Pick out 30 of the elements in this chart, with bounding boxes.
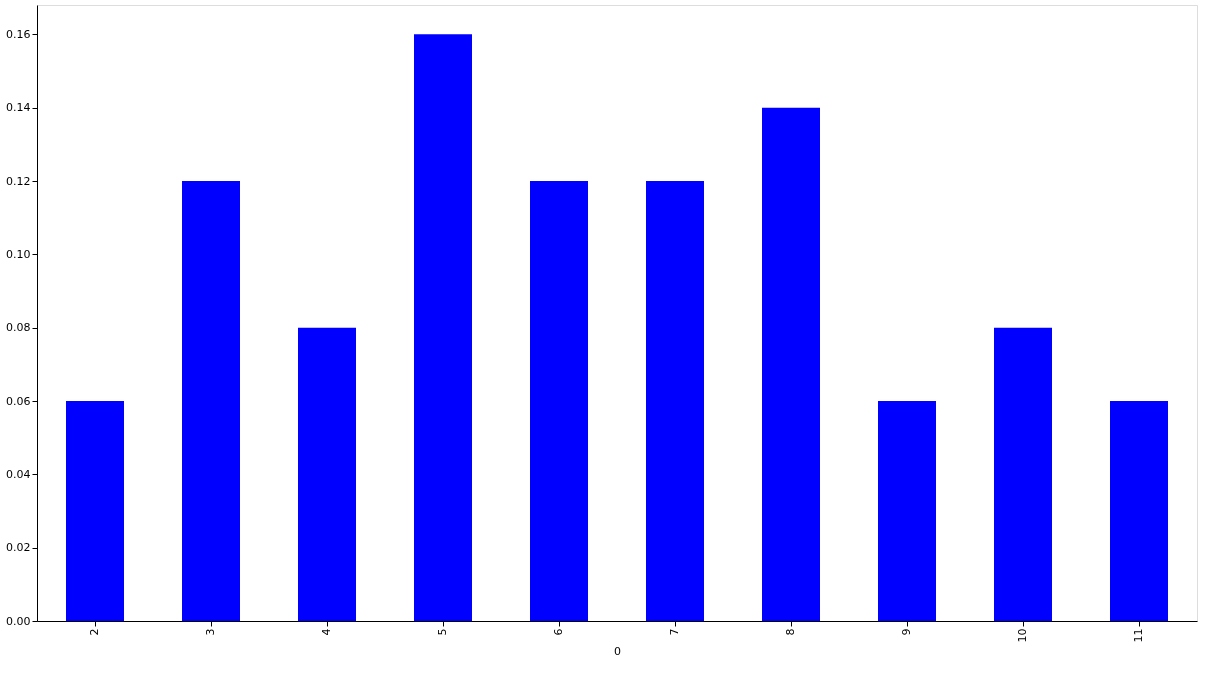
x-tick-label: 5 [436, 628, 449, 636]
bar [646, 181, 704, 621]
y-tick-label: 0.06 [6, 394, 31, 408]
y-tick-label: 0.12 [6, 174, 31, 188]
bar [762, 107, 820, 621]
y-tick-label: 0.04 [6, 467, 31, 481]
bar [182, 181, 240, 621]
bar [530, 181, 588, 621]
y-tick-label: 0.00 [6, 614, 31, 628]
y-tick-label: 0.14 [6, 101, 31, 115]
y-tick-label: 0.10 [6, 247, 31, 261]
y-tick-label: 0.02 [6, 541, 31, 555]
bar [414, 34, 472, 621]
y-tick-label: 0.08 [6, 321, 31, 335]
bar [66, 401, 124, 621]
x-tick-label: 7 [668, 628, 681, 636]
x-tick-label: 10 [1016, 628, 1029, 643]
x-tick-label: 2 [88, 628, 101, 636]
x-tick-label: 11 [1132, 628, 1145, 643]
bar [878, 401, 936, 621]
x-tick-label: 3 [204, 628, 217, 636]
x-tick-label: 4 [320, 628, 333, 636]
x-tick-label: 8 [784, 628, 797, 636]
x-tick-label: 6 [552, 628, 565, 636]
bar [994, 327, 1052, 621]
x-axis-title: 0 [614, 645, 621, 659]
x-tick-label: 9 [900, 628, 913, 636]
bar [298, 327, 356, 621]
bar [1110, 401, 1168, 621]
y-tick-label: 0.16 [6, 27, 31, 41]
